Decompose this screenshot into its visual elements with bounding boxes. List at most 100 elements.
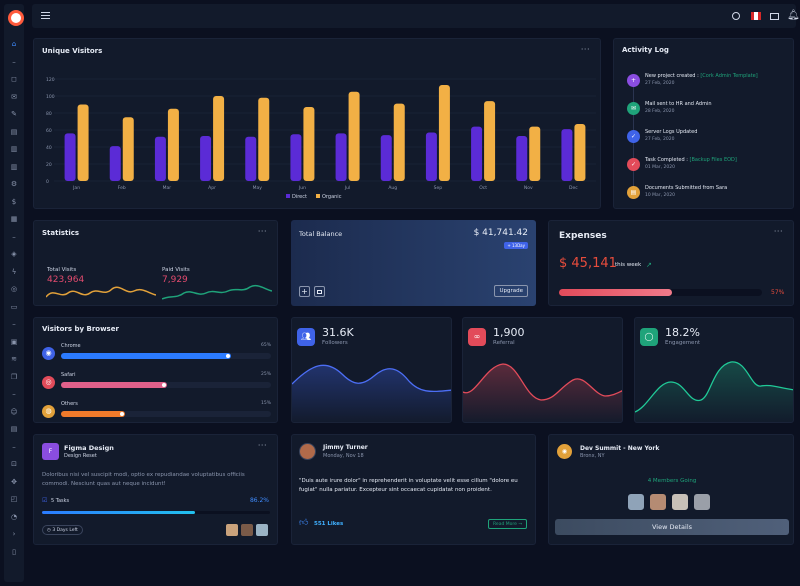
upgrade-button[interactable]: Upgrade [494,285,528,297]
more-options-button[interactable]: ··· [257,227,267,236]
more-options-button[interactable]: ··· [257,441,267,450]
activity-item[interactable]: ✓ Task Completed : [Backup Files EOD] 01 M… [614,156,795,180]
more-options-button[interactable]: ··· [773,227,783,236]
y-tick-label: 80 [46,111,52,117]
activity-text: New project created : [Cork Admin Templa… [645,73,758,79]
event-title: Dev Summit - New York [580,445,660,452]
mail-icon[interactable]: ✉ [11,92,17,101]
card-title: Expenses [559,231,607,241]
activity-text: Documents Submitted from Sara [645,185,727,191]
chat-icon[interactable]: ◻ [11,75,17,83]
more-options-button[interactable]: ··· [580,45,590,54]
avatar[interactable] [240,523,254,537]
topbar: 🔔︎ [32,4,800,28]
calendar-icon[interactable]: ▦ [10,215,18,223]
x-tick-label: Nov [524,185,533,191]
browser-progress-track [61,411,271,417]
box-icon[interactable]: ◈ [11,250,17,258]
visitors-by-browser-card: Visitors by Browser ◉ Chrome 65% ◎ Safari 25%… [33,317,278,423]
activity-item[interactable]: ✉ Mail sent to HR and Admin 28 Feb, 2020 [614,100,795,124]
bar-organic [529,126,541,181]
followers-value: 31.6K [322,326,354,339]
bar-direct [516,135,528,181]
home-icon[interactable]: ⌂ [11,40,17,48]
avatar[interactable] [225,523,239,537]
legend-marker [316,194,320,198]
activity-label: New project created : [645,73,701,79]
activity-item[interactable]: ✓ Server Logs Updated 27 Feb, 2020 [614,128,795,152]
x-tick-label: Sep [434,185,443,191]
bar-direct [425,132,437,181]
like-icon[interactable]: 👍︎ [299,518,309,528]
y-tick-label: 60 [46,128,52,134]
avatar[interactable] [299,443,316,460]
copy-icon[interactable]: ❐ [10,372,18,381]
post-date: Monday, Nov 18 [323,453,364,459]
file-icon[interactable]: ▤ [10,425,18,433]
engagement-value: 18.2% [665,326,700,339]
bolt-icon[interactable]: ϟ [11,267,17,276]
project-progress-track [42,511,270,514]
mail-icon[interactable] [770,13,779,20]
avatar[interactable] [627,493,645,511]
card-title: Activity Log [622,46,669,54]
read-more-button[interactable]: Read More → [488,519,528,529]
tasks-count: 5 Tasks [51,498,70,504]
target-icon[interactable]: ◎ [10,285,18,293]
link-icon: ∞ [468,328,486,346]
activity-link[interactable]: [Cork Admin Template] [700,73,758,79]
bell-icon[interactable]: 🔔︎ [787,10,800,21]
bar-direct [245,136,257,181]
bar-direct [471,126,483,181]
map-icon[interactable]: ◰ [10,495,18,503]
event-location: Bronx, NY [580,453,605,459]
view-details-button[interactable]: View Details [555,519,789,535]
browser-name: Others [61,401,78,407]
book-icon[interactable]: ▯ [12,547,16,556]
activity-item[interactable]: ▤ Documents Submitted from Sara 10 Mar, 20… [614,184,795,208]
card-button[interactable] [314,286,325,297]
card-title: Unique Visitors [42,47,103,55]
terminal-icon[interactable]: › [12,530,16,538]
bar-direct [64,133,76,181]
doc-icon[interactable]: ▥ [10,145,18,153]
doc-icon[interactable]: ▥ [10,162,18,171]
activity-link[interactable]: [Backup Files EOD] [689,157,737,163]
members-going: 4 Members Going [647,478,697,484]
lock-icon[interactable]: ⊡ [11,460,17,468]
flag-icon[interactable] [751,12,761,20]
layout-icon[interactable]: ▣ [10,337,18,346]
browser-progress-track [61,382,271,388]
hamburger-icon[interactable] [41,12,50,19]
project-progress-fill [42,511,196,514]
layers-icon[interactable]: ≋ [11,355,17,363]
project-description: Doloribus nisi vel suscipit modi, optio … [42,472,245,487]
avatar-group [627,493,717,513]
event-icon: ◉ [557,444,572,459]
pie-icon[interactable]: ◔ [10,512,18,521]
avatar[interactable] [255,523,269,537]
unique-visitors-card: Unique Visitors ··· 0 20 40 60 80 100 120 Jan Fe… [33,38,601,209]
x-tick-label: May [253,185,263,191]
edit-icon[interactable]: ✎ [11,110,17,118]
expenses-card: Expenses ··· $ 45,141 this week ↗ 57% [548,220,794,306]
activity-date: 28 Feb, 2020 [645,109,675,114]
search-icon[interactable] [732,12,740,20]
trend-up-icon: ↗ [646,261,652,269]
dollar-icon[interactable]: $ [11,197,17,206]
x-tick-label: Jun [298,185,306,191]
add-button[interactable]: + [299,286,310,297]
avatar[interactable] [693,493,711,511]
read-more-label: Read More [493,522,517,527]
avatar[interactable] [671,493,689,511]
bar-organic [213,96,225,181]
settings-icon[interactable]: ⚙ [10,180,18,188]
activity-item[interactable]: + New project created : [Cork Admin Templ… [614,72,795,96]
logo[interactable] [8,10,24,26]
file-icon[interactable]: ▤ [10,127,18,136]
users-icon[interactable]: ☺ [10,407,18,416]
monitor-icon[interactable]: ▭ [10,302,18,311]
move-icon[interactable]: ✥ [11,477,17,486]
avatar[interactable] [649,493,667,511]
paid-visits-sparkline [162,284,272,300]
